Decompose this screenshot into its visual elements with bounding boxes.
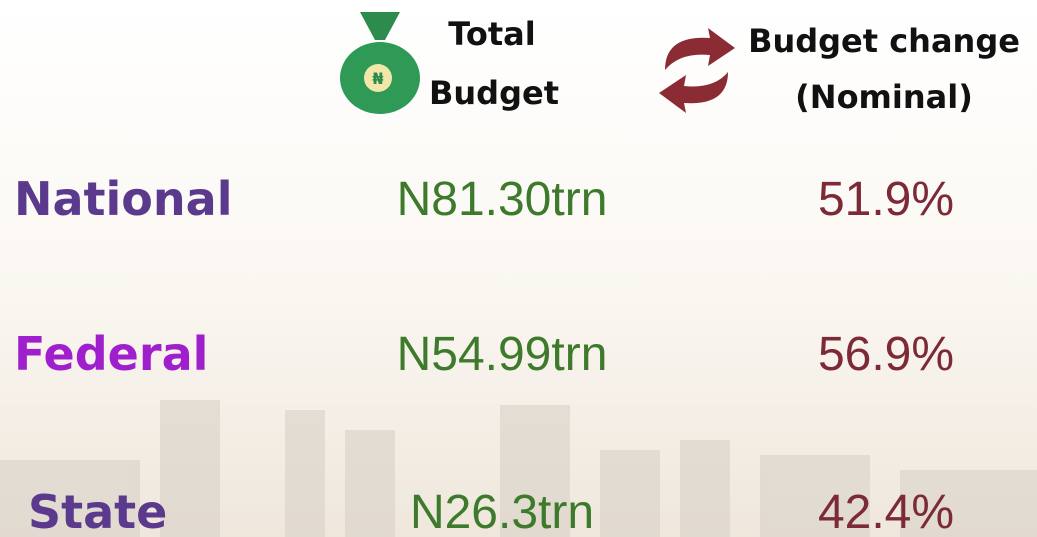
budget-change: 42.4% (818, 486, 954, 537)
total-budget: N81.30trn (397, 173, 608, 226)
header: (Nominal) (795, 78, 973, 116)
row-label: Federal (14, 327, 208, 381)
total-budget: N54.99trn (397, 328, 608, 381)
icon-symbol: ₦ (372, 69, 383, 88)
header: Budget (429, 74, 559, 112)
row-label: National (14, 172, 232, 226)
row-label: State (28, 485, 167, 537)
budget-change: 51.9% (818, 173, 954, 226)
budget-change: 56.9% (818, 328, 954, 381)
header: Budget change (748, 22, 1020, 60)
infographic: ₦ Total Budget Budget change (Nominal) N… (0, 0, 1037, 537)
header: Total (448, 15, 535, 53)
page: ₦ Total Budget Budget change (Nominal) N… (0, 0, 1037, 537)
total-budget: N26.3trn (410, 486, 594, 537)
